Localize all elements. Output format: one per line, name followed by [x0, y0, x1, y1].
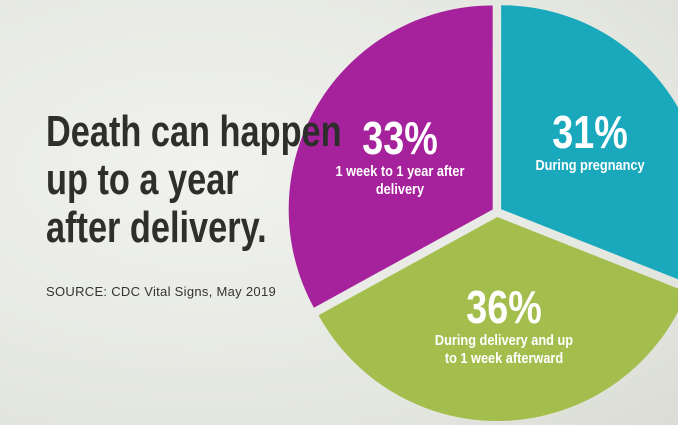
source: SOURCE: CDC Vital Signs, May 2019 [46, 284, 277, 299]
slice-label: 31% During pregnancy [500, 107, 678, 175]
category-label: During delivery and up to 1 week afterwa… [434, 331, 574, 367]
slice-label: 33% 1 week to 1 year after delivery [310, 113, 490, 199]
title-line: Death can happen [46, 107, 342, 156]
chart-title: Death can happen up to a year after delive… [46, 108, 342, 252]
title-line: after delivery. [46, 203, 267, 252]
pie-slice [501, 5, 678, 280]
slice-label: 36% During delivery and up to 1 week afte… [414, 282, 594, 368]
pie-slice [318, 216, 678, 421]
value-label: 33% [362, 111, 439, 164]
category-label: 1 week to 1 year after delivery [335, 162, 465, 198]
value-label: 36% [466, 280, 542, 333]
pie-slice [288, 5, 493, 308]
title-line: up to a year [46, 155, 239, 204]
category-label: During pregnancy [535, 156, 645, 174]
value-label: 31% [552, 105, 628, 158]
